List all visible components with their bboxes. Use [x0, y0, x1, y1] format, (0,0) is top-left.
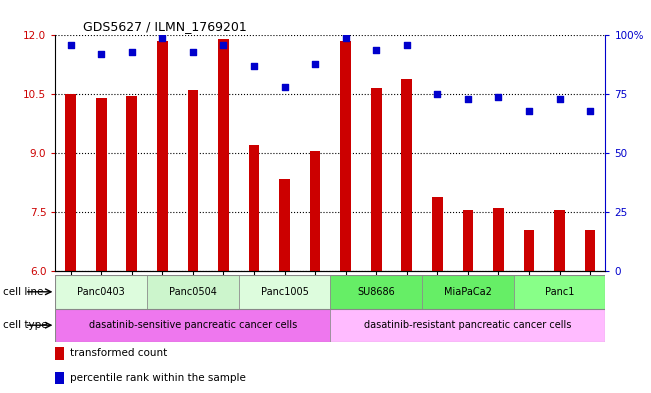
- Text: GDS5627 / ILMN_1769201: GDS5627 / ILMN_1769201: [83, 20, 247, 33]
- Point: [157, 35, 167, 41]
- Text: Panc1: Panc1: [545, 287, 574, 297]
- Text: dasatinib-sensitive pancreatic cancer cells: dasatinib-sensitive pancreatic cancer ce…: [89, 320, 297, 330]
- Text: MiaPaCa2: MiaPaCa2: [444, 287, 492, 297]
- Bar: [147, 275, 239, 309]
- Text: cell type: cell type: [3, 320, 48, 330]
- Bar: [422, 275, 514, 309]
- Bar: [157, 41, 168, 271]
- Text: transformed count: transformed count: [70, 348, 167, 358]
- Text: dasatinib-resistant pancreatic cancer cells: dasatinib-resistant pancreatic cancer ce…: [364, 320, 572, 330]
- Bar: [279, 179, 290, 271]
- Bar: [55, 275, 147, 309]
- Point: [218, 42, 229, 48]
- Bar: [126, 96, 137, 271]
- Bar: [493, 208, 504, 271]
- Point: [463, 96, 473, 102]
- Bar: [432, 196, 443, 271]
- Bar: [523, 230, 534, 271]
- Bar: [463, 210, 473, 271]
- Bar: [371, 88, 381, 271]
- Point: [493, 94, 504, 100]
- Text: cell line: cell line: [3, 286, 44, 297]
- Bar: [65, 94, 76, 271]
- Text: percentile rank within the sample: percentile rank within the sample: [70, 373, 246, 383]
- Bar: [310, 151, 320, 271]
- Point: [555, 96, 565, 102]
- Text: Panc1005: Panc1005: [260, 287, 309, 297]
- Point: [126, 49, 137, 55]
- Text: SU8686: SU8686: [357, 287, 395, 297]
- Bar: [96, 98, 107, 271]
- Bar: [239, 275, 330, 309]
- Bar: [585, 230, 596, 271]
- Text: Panc0504: Panc0504: [169, 287, 217, 297]
- Bar: [218, 39, 229, 271]
- Point: [340, 35, 351, 41]
- Point: [432, 91, 443, 97]
- Bar: [330, 309, 605, 342]
- Bar: [514, 275, 605, 309]
- Point: [402, 42, 412, 48]
- Point: [96, 51, 106, 57]
- Bar: [55, 309, 330, 342]
- Text: Panc0403: Panc0403: [77, 287, 125, 297]
- Point: [371, 46, 381, 53]
- Bar: [330, 275, 422, 309]
- Bar: [402, 79, 412, 271]
- Point: [249, 63, 259, 69]
- Bar: [340, 41, 351, 271]
- Bar: [249, 145, 259, 271]
- Bar: [187, 90, 198, 271]
- Point: [65, 42, 76, 48]
- Point: [310, 61, 320, 67]
- Point: [524, 108, 534, 114]
- Point: [585, 108, 596, 114]
- Point: [279, 84, 290, 90]
- Bar: [554, 210, 565, 271]
- Point: [187, 49, 198, 55]
